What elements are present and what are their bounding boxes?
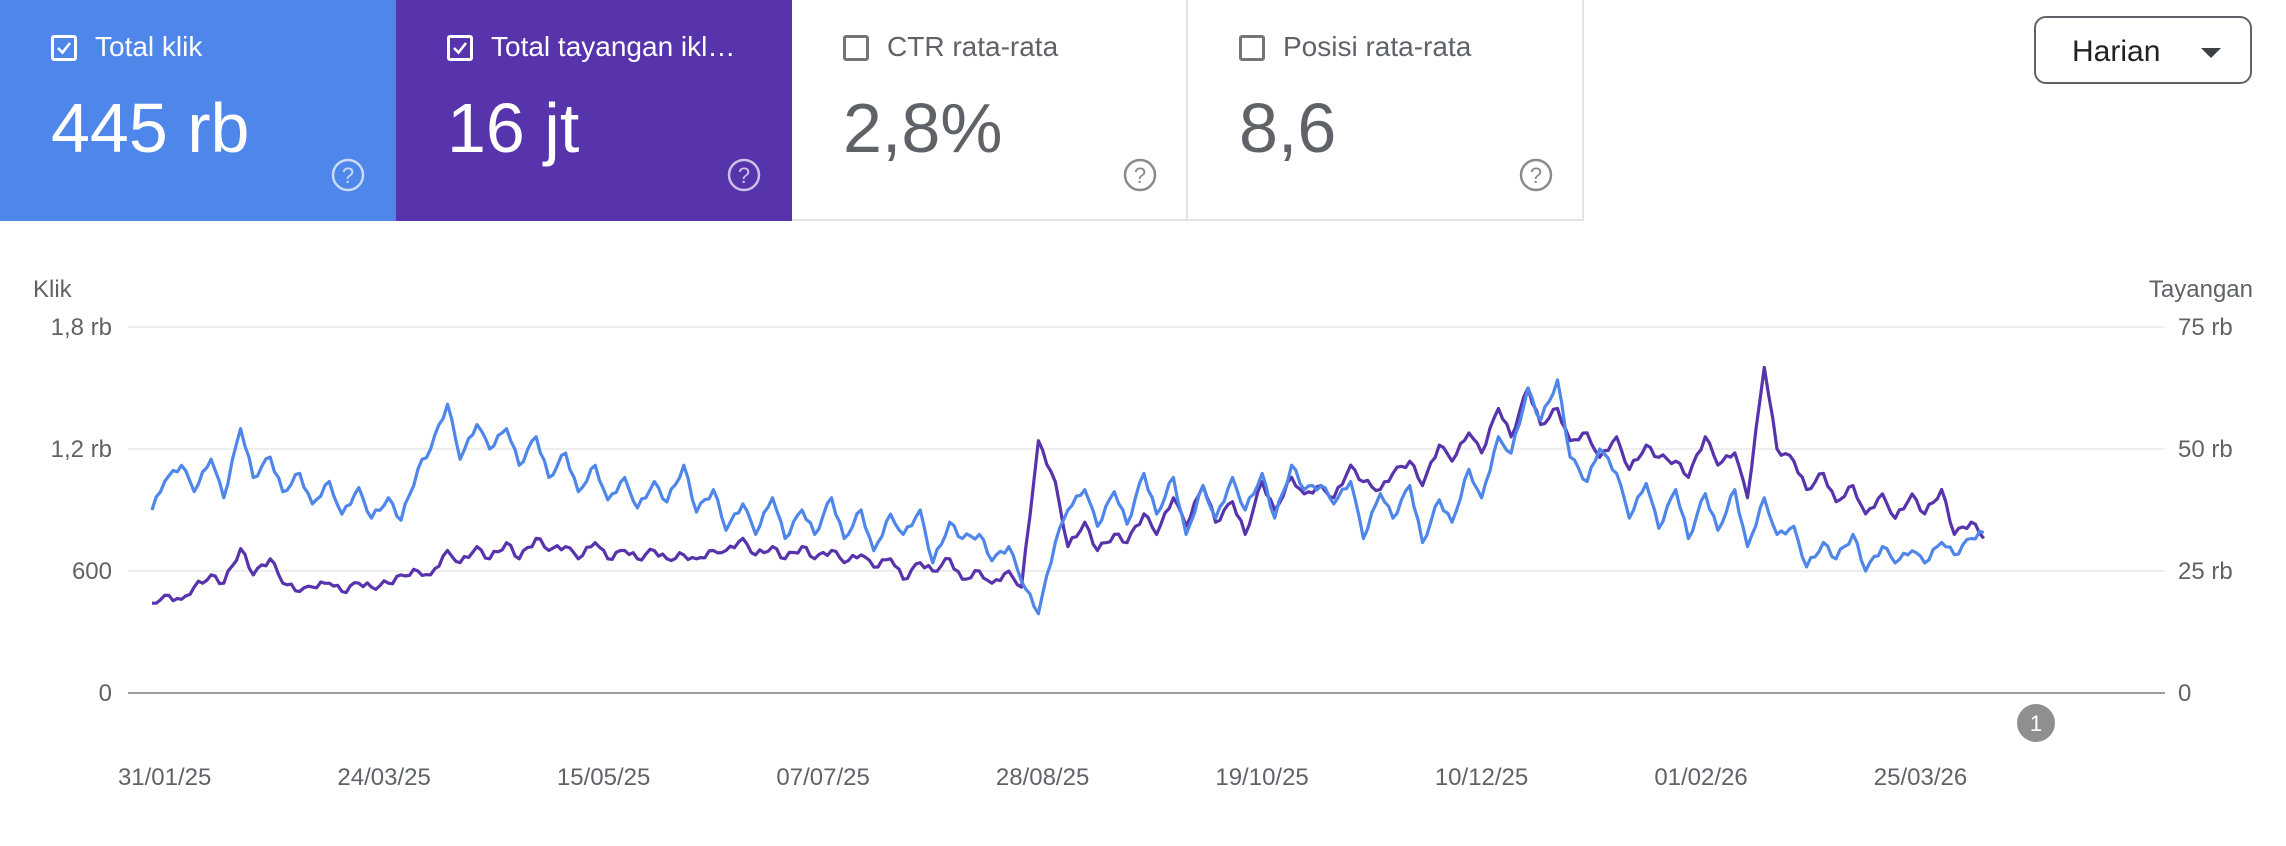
x-tick-label: 10/12/25 bbox=[1435, 764, 1528, 791]
x-axis-ticks: 31/01/25 24/03/25 15/05/25 07/07/25 28/08/25… bbox=[118, 764, 1967, 791]
x-tick-label: 07/07/25 bbox=[776, 764, 869, 791]
right-tick-label: 25 rb bbox=[2178, 558, 2233, 585]
caret-down-icon bbox=[2201, 48, 2221, 58]
right-axis-title: Tayangan bbox=[2149, 276, 2253, 303]
metric-label: Posisi rata-rata bbox=[1283, 31, 1472, 62]
x-tick-label: 25/03/26 bbox=[1874, 764, 1967, 791]
left-tick-label: 1,8 rb bbox=[51, 314, 112, 341]
checkbox-checked-icon[interactable] bbox=[51, 35, 77, 61]
x-tick-label: 24/03/25 bbox=[337, 764, 430, 791]
checkbox-unchecked-icon[interactable] bbox=[1239, 35, 1265, 61]
x-tick-label: 01/02/26 bbox=[1654, 764, 1747, 791]
x-tick-label: 15/05/25 bbox=[557, 764, 650, 791]
left-tick-label: 1,2 rb bbox=[51, 436, 112, 463]
checkbox-checked-icon[interactable] bbox=[447, 35, 473, 61]
right-tick-label: 50 rb bbox=[2178, 436, 2233, 463]
metric-label: Total tayangan ikl… bbox=[491, 31, 736, 62]
metric-value: 2,8% bbox=[843, 89, 1003, 167]
granularity-dropdown[interactable]: Harian bbox=[2034, 16, 2252, 84]
right-tick-label: 75 rb bbox=[2178, 314, 2233, 341]
metric-card-average-position[interactable]: Posisi rata-rata 8,6 ? bbox=[1188, 0, 1584, 221]
right-tick-label: 0 bbox=[2178, 680, 2191, 707]
metric-label: Total klik bbox=[95, 31, 203, 62]
left-axis-title: Klik bbox=[33, 276, 73, 303]
help-icon[interactable]: ? bbox=[330, 157, 366, 193]
series-line-total-impressions bbox=[152, 365, 1986, 605]
series-line-total-clicks bbox=[150, 378, 1985, 616]
chart-series bbox=[150, 365, 1986, 616]
svg-text:?: ? bbox=[1134, 163, 1146, 188]
svg-text:?: ? bbox=[1530, 163, 1542, 188]
svg-text:?: ? bbox=[738, 163, 750, 188]
annotation-marker-circle[interactable] bbox=[2017, 704, 2055, 742]
granularity-selected: Harian bbox=[2072, 35, 2161, 68]
help-icon[interactable]: ? bbox=[1122, 157, 1158, 193]
svg-text:?: ? bbox=[342, 163, 354, 188]
metric-card-total-clicks[interactable]: Total klik 445 rb ? bbox=[0, 0, 396, 221]
metric-value: 8,6 bbox=[1239, 89, 1337, 167]
metric-label: CTR rata-rata bbox=[887, 31, 1059, 62]
help-icon[interactable]: ? bbox=[726, 157, 762, 193]
metric-value: 16 jt bbox=[447, 89, 580, 167]
x-tick-label: 31/01/25 bbox=[118, 764, 211, 791]
checkbox-unchecked-icon[interactable] bbox=[843, 35, 869, 61]
metric-card-total-impressions[interactable]: Total tayangan ikl… 16 jt ? bbox=[396, 0, 792, 221]
annotation-marker[interactable]: 1 bbox=[2017, 704, 2055, 742]
metric-value: 445 rb bbox=[51, 89, 250, 167]
x-tick-label: 28/08/25 bbox=[996, 764, 1089, 791]
performance-chart: Klik Tayangan 0 600 1,2 rb 1,8 rb 0 25 rb 50 … bbox=[33, 276, 2253, 791]
annotation-marker-label: 1 bbox=[2030, 711, 2042, 736]
chart-gridlines bbox=[128, 326, 2165, 694]
left-tick-label: 600 bbox=[72, 558, 112, 585]
left-axis-ticks: 0 600 1,2 rb 1,8 rb bbox=[51, 314, 112, 707]
x-tick-label: 19/10/25 bbox=[1215, 764, 1308, 791]
help-icon[interactable]: ? bbox=[1518, 157, 1554, 193]
metric-card-average-ctr[interactable]: CTR rata-rata 2,8% ? bbox=[792, 0, 1188, 221]
right-axis-ticks: 0 25 rb 50 rb 75 rb bbox=[2178, 314, 2233, 707]
left-tick-label: 0 bbox=[99, 680, 112, 707]
